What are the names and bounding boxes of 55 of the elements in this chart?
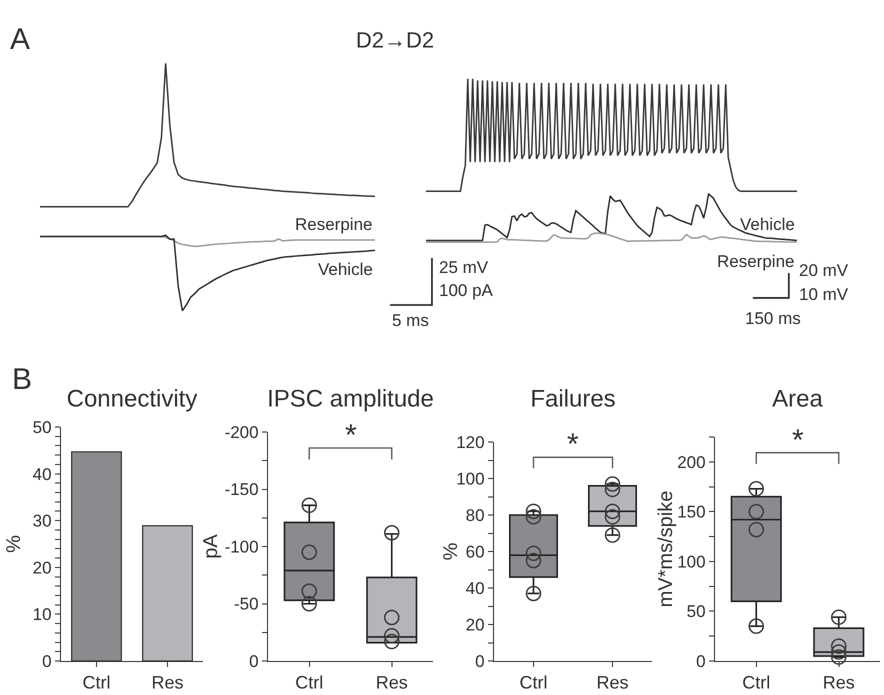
- y-tick-label: -150: [224, 480, 259, 500]
- annotation: *: [345, 419, 357, 452]
- y-tick-label: 30: [32, 512, 52, 531]
- text: A: [10, 23, 30, 56]
- y-tick-label: 40: [466, 578, 485, 598]
- chart-title: IPSC amplitude: [267, 385, 434, 412]
- x-tick-label: Ctrl: [82, 672, 110, 693]
- x-tick-label: Ctrl: [295, 672, 324, 693]
- y-tick-label: 120: [456, 432, 485, 452]
- series-label: Reserpine: [717, 252, 794, 271]
- y-tick-label: 50: [32, 418, 52, 437]
- series-label: Reserpine: [295, 215, 372, 234]
- x-tick-label: Ctrl: [742, 672, 770, 693]
- annotation: *: [567, 428, 579, 461]
- y-tick-label: 20: [32, 558, 52, 578]
- chart-title: Failures: [530, 385, 616, 412]
- y-tick-label: -100: [224, 537, 259, 556]
- y-axis-title: pA: [200, 534, 222, 559]
- text: 10 mV: [799, 285, 849, 304]
- y-tick-label: 0: [249, 652, 259, 671]
- x-tick-label: Res: [596, 672, 629, 693]
- y-tick-label: -200: [224, 422, 259, 442]
- x-tick-label: Res: [151, 672, 184, 693]
- y-tick-label: 100: [677, 552, 706, 572]
- y-tick-label: 200: [677, 452, 706, 472]
- y-tick-label: 60: [466, 542, 485, 562]
- y-axis-title: %: [3, 534, 26, 553]
- y-tick-label: 0: [696, 652, 706, 671]
- y-tick-label: -50: [234, 594, 259, 614]
- series-label: Vehicle: [318, 260, 373, 279]
- text: 100 pA: [439, 281, 494, 300]
- y-tick-label: 0: [42, 652, 52, 671]
- chart-title: D2→D2: [356, 28, 434, 53]
- y-tick-label: 40: [32, 464, 52, 484]
- x-tick-label: Res: [376, 672, 408, 693]
- y-tick-label: 20: [466, 615, 485, 634]
- y-tick-label: 100: [456, 469, 485, 488]
- chart-title: Area: [772, 385, 824, 412]
- y-tick-label: 0: [475, 652, 485, 671]
- series-label: Vehicle: [740, 215, 795, 234]
- y-tick-label: 80: [466, 506, 485, 525]
- y-tick-label: 150: [677, 502, 706, 522]
- y-tick-label: 10: [32, 605, 52, 624]
- text: 20 mV: [799, 261, 849, 280]
- x-tick-label: Ctrl: [520, 672, 548, 693]
- text: 25 mV: [439, 258, 489, 277]
- annotation: *: [792, 424, 804, 457]
- x-tick-label: Res: [822, 672, 855, 693]
- y-tick-label: 50: [686, 602, 706, 622]
- text: B: [12, 363, 32, 396]
- chart-title: Connectivity: [66, 385, 198, 412]
- y-axis-title: %: [440, 542, 462, 560]
- text: 5 ms: [392, 311, 429, 330]
- text: 150 ms: [745, 309, 801, 328]
- y-axis-title: mV*ms/spike: [655, 490, 677, 608]
